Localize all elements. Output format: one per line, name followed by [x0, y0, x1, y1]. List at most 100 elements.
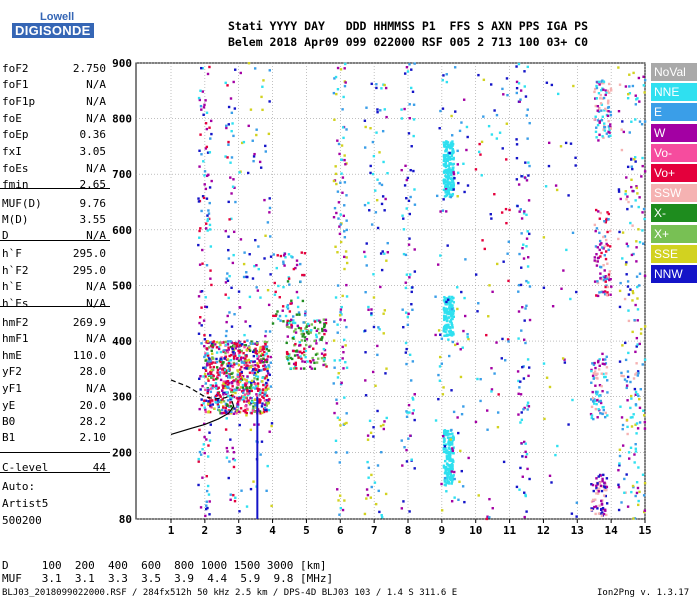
echo-point	[445, 490, 448, 493]
echo-point	[594, 229, 597, 233]
echo-point	[600, 499, 603, 503]
echo-point	[526, 401, 530, 404]
echo-point	[400, 168, 403, 172]
echo-point	[444, 185, 448, 189]
echo-point	[601, 97, 605, 100]
echo-point	[257, 267, 260, 271]
echo-point	[208, 363, 211, 366]
echo-point	[248, 295, 252, 299]
echo-point	[605, 284, 608, 287]
echo-point	[264, 343, 267, 346]
echo-point	[214, 400, 217, 404]
echo-point	[599, 512, 602, 515]
echo-point	[261, 108, 264, 112]
echo-point	[637, 466, 640, 469]
echo-point	[269, 385, 273, 388]
echo-point	[260, 440, 264, 443]
echo-point	[236, 397, 239, 400]
echo-point	[450, 312, 453, 315]
echo-point	[313, 320, 317, 323]
echo-point	[211, 344, 214, 347]
echo-point	[445, 189, 448, 193]
profile-solid	[170, 400, 235, 436]
echo-point	[303, 353, 306, 357]
echo-point	[334, 245, 337, 248]
echo-point	[251, 277, 255, 280]
echo-point	[266, 378, 270, 382]
echo-point	[451, 326, 454, 329]
echo-point	[304, 310, 307, 313]
echo-point	[479, 153, 482, 156]
echo-point	[451, 443, 454, 446]
echo-point	[215, 341, 218, 344]
echo-point	[438, 365, 442, 368]
echo-point	[277, 317, 280, 321]
echo-point	[497, 393, 500, 396]
echo-point	[265, 360, 268, 364]
echo-point	[526, 358, 530, 361]
echo-point	[339, 318, 342, 321]
echo-point	[608, 245, 612, 248]
echo-point	[302, 350, 306, 354]
echo-point	[638, 490, 641, 494]
echo-point	[226, 272, 229, 275]
echo-point	[205, 197, 209, 200]
echo-point	[219, 357, 222, 361]
echo-point	[609, 125, 612, 129]
echo-point	[443, 195, 447, 198]
echo-point	[451, 324, 454, 327]
echo-point	[603, 375, 606, 379]
legend-item: NoVal	[651, 63, 697, 81]
echo-point	[311, 356, 314, 360]
echo-point	[367, 308, 370, 311]
echo-point	[248, 349, 252, 353]
echo-point	[598, 364, 601, 368]
echo-point	[445, 168, 448, 172]
echo-point	[411, 286, 414, 289]
echo-point	[447, 433, 450, 436]
echo-point	[323, 328, 327, 332]
echo-point	[446, 187, 449, 190]
echo-point	[523, 406, 526, 410]
echo-point	[229, 438, 232, 441]
echo-point	[206, 151, 210, 154]
echo-point	[255, 128, 258, 131]
echo-point	[635, 186, 639, 190]
echo-point	[443, 164, 446, 167]
echo-point	[517, 392, 520, 396]
echo-point	[297, 326, 301, 330]
echo-point	[345, 256, 348, 259]
echo-point	[208, 223, 212, 227]
echo-point	[258, 160, 262, 164]
echo-point	[634, 447, 638, 450]
echo-point	[322, 354, 326, 357]
echo-point	[571, 398, 574, 402]
echo-point	[255, 133, 258, 137]
echo-point	[269, 235, 272, 238]
echo-point	[336, 323, 339, 326]
echo-point	[515, 156, 519, 160]
echo-point	[604, 257, 608, 261]
echo-point	[227, 359, 231, 363]
echo-point	[251, 409, 255, 412]
echo-point	[239, 358, 243, 361]
echo-point	[448, 464, 451, 467]
echo-point	[201, 476, 204, 479]
echo-point	[211, 345, 215, 349]
echo-point	[451, 309, 455, 313]
echo-point	[385, 416, 388, 420]
echo-point	[376, 464, 380, 467]
x-tick-label: 2	[202, 524, 209, 537]
echo-point	[434, 333, 437, 337]
echo-point	[376, 344, 379, 348]
echo-point	[268, 211, 271, 214]
echo-point	[595, 487, 598, 490]
echo-point	[204, 410, 207, 414]
echo-point	[619, 405, 622, 408]
echo-point	[524, 450, 527, 454]
param-row: yF2 28.0	[2, 365, 106, 380]
echo-point	[315, 333, 318, 337]
echo-point	[310, 367, 313, 370]
echo-point	[208, 439, 212, 442]
echo-point	[204, 227, 208, 230]
